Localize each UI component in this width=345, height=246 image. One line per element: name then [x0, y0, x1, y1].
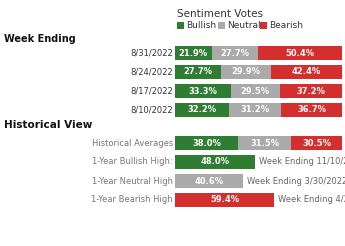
Text: 31.5%: 31.5% [250, 138, 279, 148]
Text: 1-Year Neutral High: 1-Year Neutral High [92, 176, 173, 185]
Text: 1-Year Bearish High: 1-Year Bearish High [91, 196, 173, 204]
Text: 42.4%: 42.4% [292, 67, 321, 77]
Text: Historical View: Historical View [4, 120, 92, 130]
Bar [258, 46, 342, 60]
Text: 27.7%: 27.7% [184, 67, 213, 77]
Text: 31.2%: 31.2% [240, 106, 269, 114]
Text: Historical Averages: Historical Averages [92, 138, 173, 148]
Text: 8/10/2022: 8/10/2022 [130, 106, 173, 114]
Text: Week Ending 11/10/2021: Week Ending 11/10/2021 [259, 157, 345, 167]
Text: 50.4%: 50.4% [285, 48, 315, 58]
Bar [175, 65, 221, 79]
Text: 8/24/2022: 8/24/2022 [130, 67, 173, 77]
Bar [281, 103, 342, 117]
Text: 21.9%: 21.9% [179, 48, 208, 58]
Text: Week Ending: Week Ending [4, 34, 76, 44]
Bar [221, 65, 271, 79]
Bar [211, 46, 258, 60]
Bar [175, 136, 238, 150]
Text: 30.5%: 30.5% [302, 138, 331, 148]
Text: Week Ending 3/30/2022: Week Ending 3/30/2022 [247, 176, 345, 185]
Text: 29.9%: 29.9% [232, 67, 261, 77]
Text: 59.4%: 59.4% [210, 196, 239, 204]
Text: Bearish: Bearish [269, 20, 303, 30]
Bar [175, 155, 255, 169]
Text: 27.7%: 27.7% [220, 48, 249, 58]
Text: 48.0%: 48.0% [200, 157, 229, 167]
Text: Sentiment Votes: Sentiment Votes [177, 9, 263, 19]
Bar [175, 84, 230, 98]
Text: Bullish: Bullish [186, 20, 216, 30]
Text: Neutral: Neutral [227, 20, 261, 30]
Bar [291, 136, 342, 150]
Text: 32.2%: 32.2% [187, 106, 216, 114]
Bar [238, 136, 291, 150]
Bar [271, 65, 342, 79]
Text: 8/17/2022: 8/17/2022 [130, 87, 173, 95]
Text: 36.7%: 36.7% [297, 106, 326, 114]
Bar [280, 84, 342, 98]
Text: 8/31/2022: 8/31/2022 [130, 48, 173, 58]
Bar [175, 103, 229, 117]
Text: 37.2%: 37.2% [296, 87, 325, 95]
Bar [218, 21, 225, 29]
Text: Week Ending 4/27/2022: Week Ending 4/27/2022 [278, 196, 345, 204]
Bar [175, 193, 274, 207]
Bar [229, 103, 281, 117]
Text: 40.6%: 40.6% [194, 176, 224, 185]
Text: 1-Year Bullish High:: 1-Year Bullish High: [92, 157, 173, 167]
Bar [230, 84, 280, 98]
Bar [177, 21, 184, 29]
Bar [175, 46, 211, 60]
Bar [175, 174, 243, 188]
Text: 38.0%: 38.0% [192, 138, 221, 148]
Bar [260, 21, 267, 29]
Text: 33.3%: 33.3% [188, 87, 217, 95]
Text: 29.5%: 29.5% [241, 87, 270, 95]
